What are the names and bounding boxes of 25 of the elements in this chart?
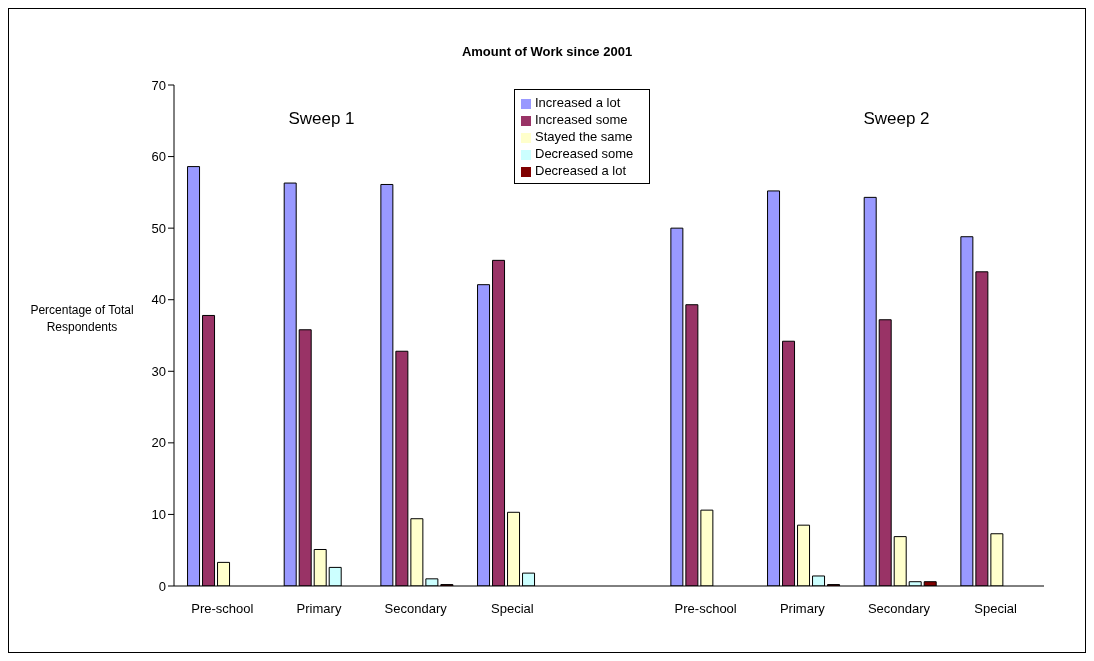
x-tick-label: Pre-school [674,601,737,617]
y-tick-label: 60 [151,149,166,165]
y-tick-label: 40 [151,292,166,308]
y-axis-title: Percentage of Total Respondents [29,302,135,336]
y-tick-label: 10 [151,507,166,523]
x-tick-label: Pre-school [191,601,254,617]
x-tick-label: Special [974,601,1018,617]
y-tick-label: 70 [151,77,166,93]
legend-label: Decreased a lot [535,163,627,178]
x-tick-label: Primary [779,601,826,617]
x-tick-label: Secondary [867,601,931,617]
x-tick-label: Special [491,601,534,617]
legend-label: Stayed the same [535,129,633,144]
y-tick-label: 30 [151,363,166,379]
legend-label: Increased some [535,112,628,127]
y-tick-label: 0 [158,578,166,594]
x-tick-label: Secondary [384,601,448,617]
annotation: Sweep 2 [862,109,931,129]
legend-label: Increased a lot [535,95,621,110]
legend-label: Decreased some [535,146,634,161]
chart-title: Amount of Work since 2001 [460,44,634,59]
x-tick-label: Primary [296,601,342,617]
y-tick-label: 50 [151,220,166,236]
y-tick-label: 20 [151,435,166,451]
annotation: Sweep 1 [287,109,356,129]
